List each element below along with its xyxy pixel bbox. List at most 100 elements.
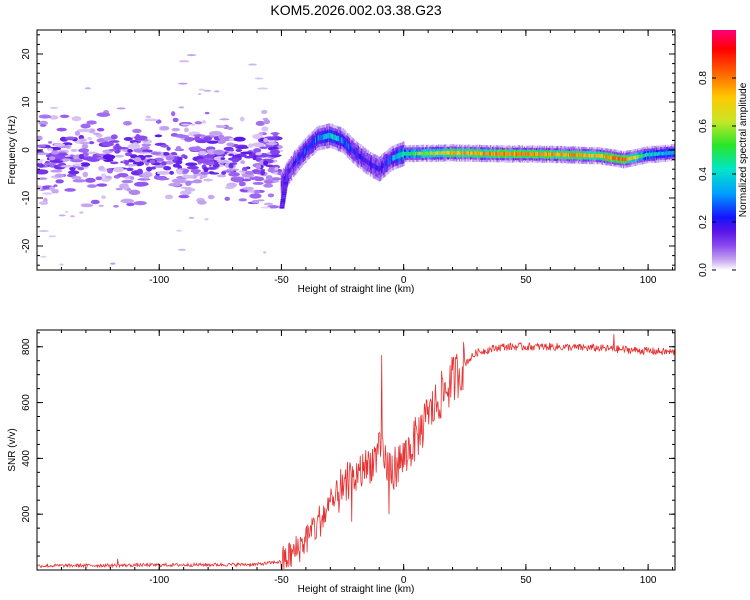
spectrogram-ridge-cell — [328, 133, 330, 139]
spectrogram-noise-cell — [224, 186, 235, 190]
spectrogram-noise-cell — [257, 87, 269, 90]
spectrogram-noise-cell — [185, 180, 192, 186]
spectrogram-noise-cell — [161, 151, 170, 156]
spectrogram-ridge-cell — [429, 151, 431, 156]
spectrogram-noise-cell — [48, 235, 57, 238]
spectrogram-ridge-cell — [366, 159, 369, 165]
x-tick-label: 0 — [401, 275, 407, 286]
spectrogram-ridge-cell — [503, 151, 505, 156]
spectrogram-noise-cell — [263, 137, 269, 143]
spectrogram-ridge-cell — [658, 151, 660, 156]
spectrogram-ridge-cell — [572, 153, 574, 157]
spectrogram-noise-cell — [126, 167, 134, 172]
spectrogram-noise-cell — [84, 87, 92, 90]
spectrogram-noise-cell — [255, 120, 265, 126]
spectrogram-noise-cell — [113, 166, 125, 173]
colorbar-tick-label: 0.8 — [698, 71, 709, 85]
spectrogram-noise-cell — [49, 106, 59, 109]
snr-ylabel: SNR (v/v) — [7, 428, 18, 471]
spectrogram-noise-cell — [203, 167, 209, 172]
spectrogram-ridge-cell — [404, 151, 406, 156]
spectrogram-noise-cell — [70, 215, 75, 218]
spectrogram-noise-cell — [127, 143, 141, 150]
spectrogram-ridge-cell — [350, 146, 352, 152]
spectrogram-ridge-cell — [470, 151, 472, 156]
spectrogram-ridge-cell — [441, 150, 444, 155]
spectrogram-noise-cell — [172, 117, 179, 123]
spectrogram-noise-cell — [149, 159, 156, 164]
spectrogram-ridge-cell — [660, 151, 662, 156]
spectrogram-ridge-cell — [619, 157, 622, 161]
spectrogram-noise-cell — [134, 135, 148, 141]
spectrogram-ridge-cell — [389, 157, 392, 163]
spectrogram-ridge-cell — [596, 154, 599, 158]
spectrogram-ridge-cell — [416, 151, 418, 156]
spectrogram-noise-cell — [145, 115, 152, 119]
x-tick-label: -50 — [274, 575, 289, 586]
y-tick-label: 200 — [21, 505, 32, 522]
spectrogram-noise-cell — [64, 210, 69, 213]
spectrogram-ridge-cell — [282, 189, 288, 192]
spectrogram-ridge-cell — [312, 140, 315, 146]
spectrogram-ridge-cell — [294, 160, 296, 167]
spectrogram-noise-cell — [144, 154, 153, 158]
spectrogram-ridge-cell — [588, 153, 591, 158]
spectrogram-noise-cell — [263, 251, 267, 254]
spectrogram-ridge-cell — [438, 151, 440, 155]
spectrogram-ridge-cell — [390, 155, 393, 162]
spectrogram-noise-cell — [178, 156, 183, 161]
spectrogram-noise-cell — [218, 134, 225, 140]
spectrogram-noise-cell — [272, 131, 279, 137]
spectrogram-noise-cell — [200, 171, 210, 175]
spectrogram-ridge-cell — [536, 152, 538, 156]
spectrogram-noise-cell — [266, 142, 278, 146]
spectrogram-ridge-cell — [376, 165, 379, 171]
spectrogram-ridge-cell — [493, 152, 495, 156]
spectrogram-ridge-cell — [387, 158, 390, 164]
spectrogram-ridge-cell — [284, 176, 286, 182]
spectrogram-noise-cell — [260, 170, 266, 176]
spectrogram-noise-cell — [226, 142, 235, 147]
spectrogram-ridge-cell — [547, 152, 549, 156]
spectrogram-noise-cell — [263, 183, 274, 188]
spectrogram-noise-cell — [126, 202, 135, 207]
spectrogram-noise-cell — [270, 149, 280, 155]
spectrogram-noise-cell — [80, 141, 90, 145]
x-tick-label: 50 — [520, 275, 532, 286]
spectrogram-noise-cell — [124, 152, 133, 157]
spectrogram-noise-cell — [240, 151, 253, 155]
spectrogram-noise-cell — [228, 153, 235, 157]
spectrogram-noise-cell — [77, 128, 91, 133]
spectrogram-ridge-cell — [322, 134, 325, 140]
spectrogram-ridge-cell — [545, 152, 548, 157]
colorbar-ticks: 0.0 0.2 0.4 0.6 0.8 — [698, 71, 736, 277]
spectrogram-ridge-cell — [399, 152, 402, 159]
spectrogram-x-ticks: -100 -50 0 50 100 — [36, 30, 674, 286]
spectrogram-ridge-cell — [380, 164, 383, 171]
spectrogram-noise-cell — [248, 63, 257, 66]
spectrogram-ridge-cell — [589, 153, 592, 158]
spectrogram-ridge-cell — [301, 151, 304, 158]
spectrogram-ridge-cell — [396, 153, 398, 160]
spectrogram-noise-cell — [192, 137, 203, 141]
spectrogram-ridge-cell — [457, 150, 460, 155]
spectrogram-noise-cell — [213, 149, 225, 155]
spectrogram-noise-cell — [37, 163, 45, 168]
spectrogram-ridge-cell — [611, 156, 614, 160]
spectrogram-noise-cell — [59, 114, 70, 119]
spectrogram-ridge-cell — [465, 151, 468, 155]
spectrogram-noise-cell — [252, 133, 263, 139]
spectrogram-ridge-cell — [289, 167, 292, 173]
spectrogram-noise-cell — [183, 169, 189, 174]
spectrogram-noise-cell — [38, 201, 49, 205]
spectrogram-noise-cell — [231, 177, 245, 183]
snr-x-ticks: -100 -50 0 50 100 — [36, 330, 674, 586]
spectrogram-noise-cell — [102, 154, 116, 160]
spectrogram-ridge-cell — [541, 152, 544, 157]
spectrogram-ridge-cell — [514, 151, 516, 156]
spectrogram-noise-cell — [171, 178, 186, 184]
spectrogram-ridge-cell — [397, 153, 400, 159]
spectrogram-ridge-cell — [548, 152, 550, 157]
spectrogram-ridge-cell — [522, 152, 525, 156]
spectrogram-noise-cell — [259, 159, 265, 166]
